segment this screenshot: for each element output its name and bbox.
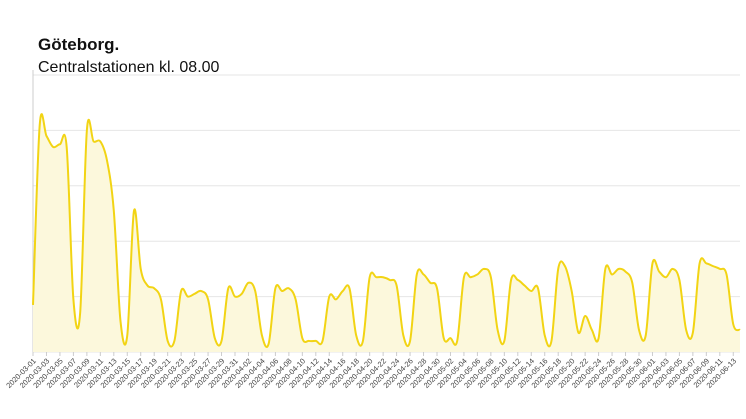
area xyxy=(33,114,740,352)
chart-title: Göteborg. xyxy=(38,35,119,54)
line xyxy=(32,113,741,348)
chart-subtitle: Centralstationen kl. 08.00 xyxy=(38,59,220,76)
